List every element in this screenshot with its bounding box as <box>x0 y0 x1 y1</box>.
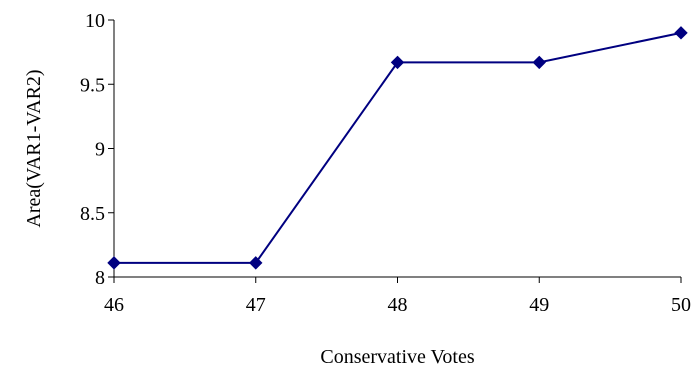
y-tick-label: 8.5 <box>80 203 105 225</box>
data-point-marker <box>390 55 405 70</box>
x-tick-label: 46 <box>104 294 124 316</box>
data-point-marker <box>674 26 688 40</box>
x-tick-label: 49 <box>529 294 549 316</box>
x-axis-title: Conservative Votes <box>320 346 474 368</box>
data-point-marker <box>532 55 546 70</box>
y-axis-ticks: 8 8.5 9 9.5 10 <box>80 10 114 289</box>
x-tick-label: 50 <box>671 294 691 316</box>
data-point-marker <box>249 256 263 270</box>
y-tick-label: 9 <box>95 139 105 161</box>
y-tick-label: 8 <box>95 267 105 289</box>
y-tick-label: 9.5 <box>80 74 105 96</box>
x-tick-label: 47 <box>246 294 266 316</box>
x-axis-ticks: 46 47 48 49 50 <box>104 277 691 316</box>
x-tick-label: 48 <box>388 294 408 316</box>
y-tick-label: 10 <box>85 10 105 32</box>
series-layer <box>107 26 688 270</box>
y-axis-title: Area(VAR1-VAR2) <box>23 69 45 227</box>
data-point-marker <box>107 256 121 270</box>
